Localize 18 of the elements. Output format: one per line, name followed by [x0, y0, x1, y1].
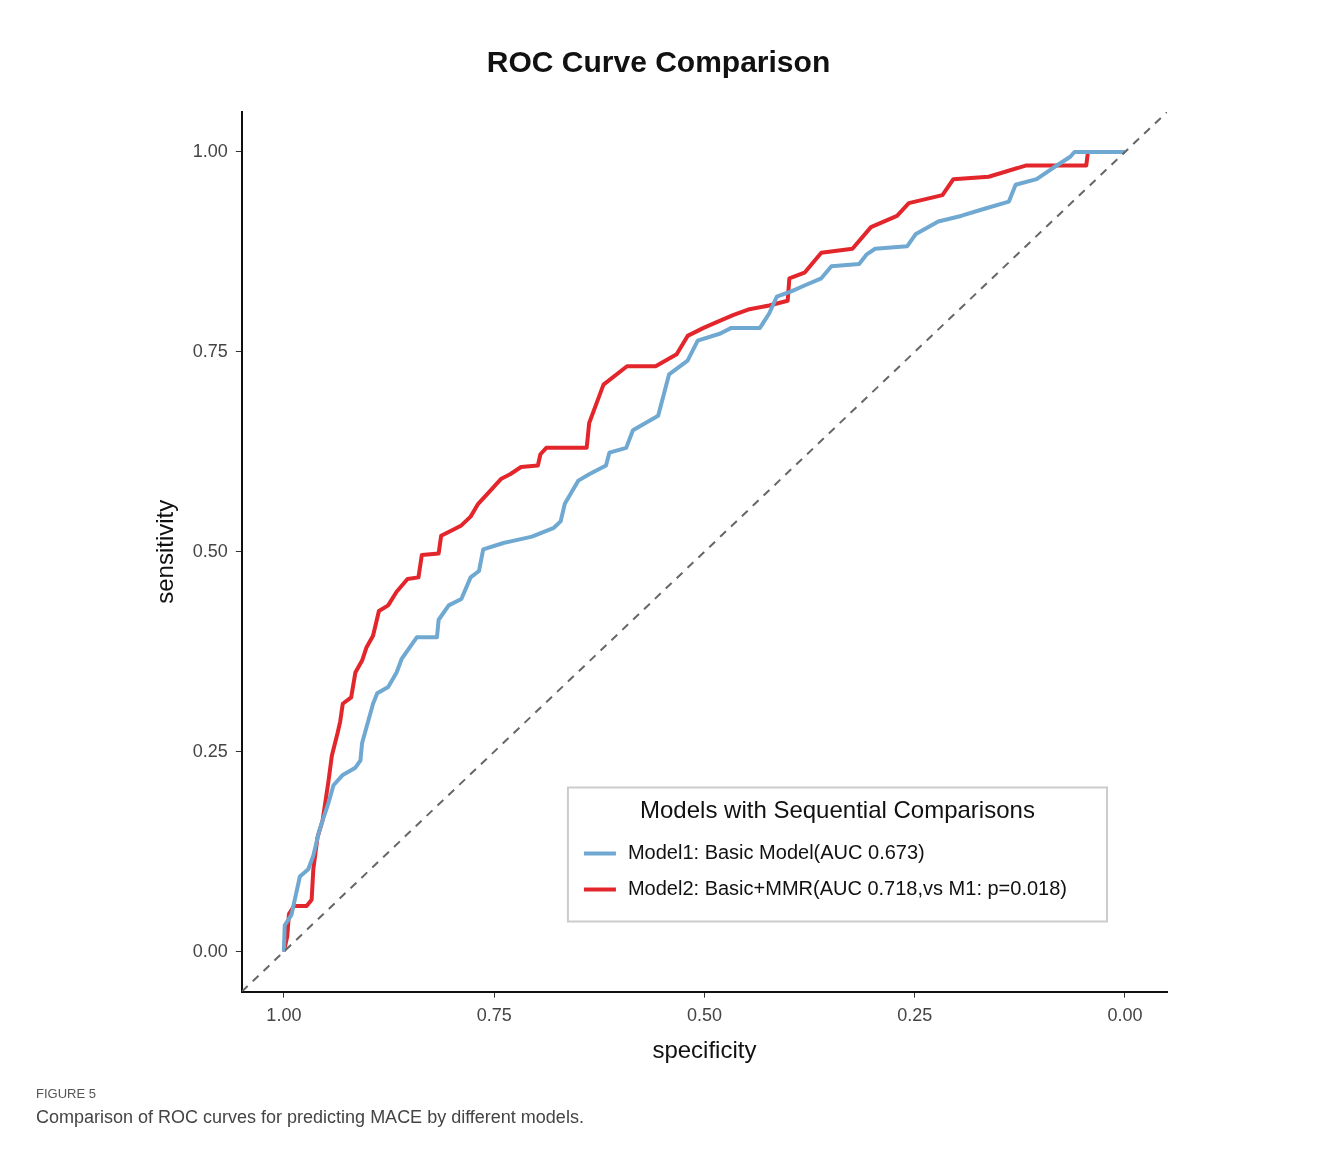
chart-title: ROC Curve Comparison [486, 45, 831, 79]
legend-title: Models with Sequential Comparisons [640, 796, 1035, 824]
y-tick-label: 0.00 [192, 940, 228, 961]
text: Comparison of ROC curves for predicting MACE by different models. [36, 1107, 585, 1128]
x-tick-label: 0.25 [897, 1005, 933, 1026]
x-tick-label: 0.00 [1107, 1005, 1143, 1026]
x-tick-label: 0.50 [686, 1005, 722, 1026]
x-axis-title: specificity [652, 1036, 757, 1064]
y-tick-label: 0.75 [192, 340, 228, 361]
x-tick-label: 1.00 [266, 1005, 302, 1026]
y-tick-label: 0.50 [192, 540, 228, 561]
y-tick-label: 0.25 [192, 740, 228, 761]
caption: FIGURE 5 [36, 1086, 97, 1101]
y-axis-title: sensitivity [151, 499, 179, 604]
legend-label: Model2: Basic+MMR(AUC 0.718,vs M1: p=0.018) [627, 877, 1068, 900]
y-tick-label: 1.00 [192, 140, 228, 161]
x-tick-label: 0.75 [476, 1005, 512, 1026]
legend-label: Model1: Basic Model(AUC 0.673) [627, 841, 925, 864]
